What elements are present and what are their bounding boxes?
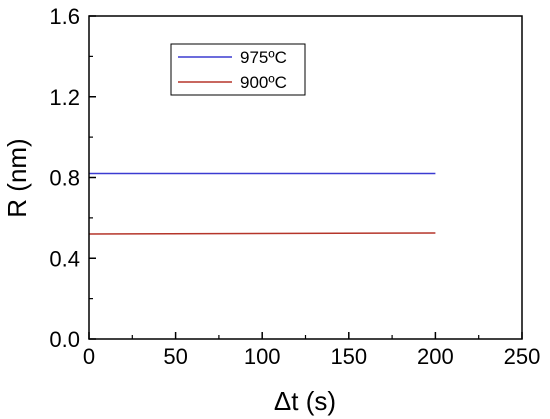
x-axis-title: Δt (s) [274, 386, 336, 416]
series-layer [88, 172, 436, 235]
legend: 975ºC 900ºC [170, 43, 306, 96]
legend-label-975: 975ºC [240, 48, 287, 67]
x-tick-label: 0 [83, 344, 95, 369]
y-tick-label: 1.6 [49, 4, 80, 29]
x-tick-label: 150 [330, 344, 367, 369]
x-tick-label: 100 [244, 344, 281, 369]
y-tick-label: 0.4 [49, 246, 80, 271]
legend-label-900: 900ºC [240, 73, 287, 92]
plot-frame [88, 15, 523, 340]
ticks-layer: 0 50 100 150 200 250 0.0 0.4 0.8 1.2 1.6 [49, 4, 540, 369]
x-tick-label: 200 [417, 344, 454, 369]
legend-box [170, 43, 306, 96]
y-tick-label: 0.0 [49, 327, 80, 352]
y-tick-label: 1.2 [49, 85, 80, 110]
y-tick-label: 0.8 [49, 166, 80, 191]
series-line-1 [88, 232, 436, 235]
x-tick-label: 50 [163, 344, 187, 369]
y-axis-title: R (nm) [2, 138, 32, 217]
x-tick-label: 250 [504, 344, 541, 369]
